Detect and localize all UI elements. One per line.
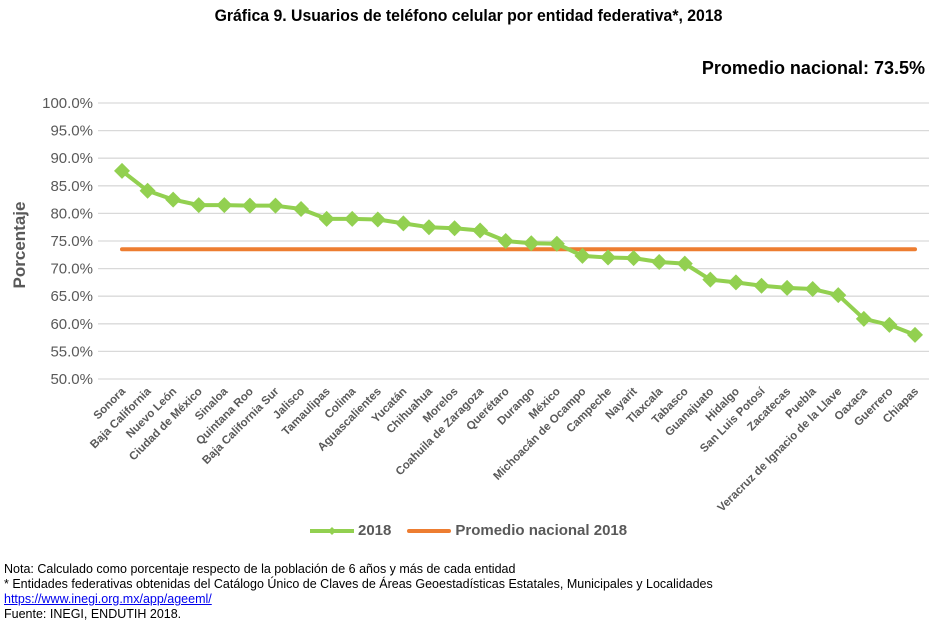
data-point — [446, 220, 463, 237]
y-tick-label: 55.0% — [50, 343, 93, 360]
data-point — [727, 274, 744, 291]
footnotes: Nota: Calculado como porcentaje respecto… — [4, 562, 713, 622]
series-2018 — [114, 162, 923, 343]
y-tick-label: 50.0% — [50, 371, 93, 388]
data-point — [753, 277, 770, 294]
legend-swatch-2018 — [310, 526, 354, 535]
data-point — [523, 235, 540, 252]
data-point — [267, 197, 284, 214]
legend-item-promedio: Promedio nacional 2018 — [407, 522, 627, 539]
data-point — [190, 197, 207, 214]
data-point — [676, 255, 693, 272]
data-point — [420, 219, 437, 236]
source-text: Fuente: INEGI, ENDUTIH 2018. — [4, 607, 182, 621]
y-tick-label: 75.0% — [50, 233, 93, 250]
asterisk-note: * Entidades federativas obtenidas del Ca… — [4, 577, 713, 591]
data-point — [497, 233, 514, 249]
data-point — [548, 235, 565, 252]
data-point — [907, 326, 923, 343]
data-point — [574, 247, 591, 264]
data-point — [241, 197, 258, 214]
data-point — [293, 200, 310, 217]
y-tick-label: 90.0% — [50, 150, 93, 167]
data-point — [395, 215, 412, 232]
national-average-label: Promedio nacional: 73.5% — [701, 58, 925, 78]
y-tick-label: 65.0% — [50, 288, 93, 305]
legend: 2018 Promedio nacional 2018 — [310, 522, 627, 539]
legend-label-2018: 2018 — [358, 522, 392, 539]
data-point — [804, 281, 821, 298]
data-point — [830, 287, 847, 304]
ageeml-link[interactable]: https://www.inegi.org.mx/app/ageeml/ — [4, 592, 212, 606]
data-point — [472, 222, 489, 239]
data-point — [702, 271, 719, 288]
legend-label-promedio: Promedio nacional 2018 — [455, 522, 628, 539]
data-point — [216, 197, 233, 214]
note-text: Nota: Calculado como porcentaje respecto… — [4, 562, 516, 576]
data-point — [625, 250, 642, 267]
y-tick-label: 80.0% — [50, 205, 93, 222]
y-tick-label: 60.0% — [50, 316, 93, 333]
y-axis-ticks: 100.0% 95.0% 90.0% 85.0% 80.0% 75.0% 70.0% 65.0… — [42, 95, 93, 388]
data-point — [369, 211, 386, 228]
data-point — [344, 210, 361, 227]
data-point — [139, 182, 156, 199]
data-point — [881, 316, 898, 333]
data-point — [114, 162, 130, 179]
legend-item-2018: 2018 — [310, 522, 391, 539]
data-point — [651, 253, 668, 270]
y-tick-label: 95.0% — [50, 123, 93, 140]
data-point — [779, 279, 796, 296]
line-chart: 100.0% 95.0% 90.0% 85.0% 80.0% 75.0% 70.0% 65.0… — [10, 95, 929, 514]
data-point — [165, 191, 182, 208]
data-point — [318, 210, 335, 227]
data-point — [855, 310, 872, 327]
legend-swatch-promedio — [407, 528, 452, 533]
y-tick-label: 100.0% — [42, 95, 93, 112]
data-point — [600, 249, 617, 266]
chart-title: Gráfica 9. Usuarios de teléfono celular … — [214, 6, 723, 25]
y-tick-label: 85.0% — [50, 178, 93, 195]
series-line-2018 — [120, 169, 916, 337]
gridlines — [98, 102, 929, 380]
y-axis-label: Porcentaje — [10, 202, 29, 289]
y-tick-label: 70.0% — [50, 261, 93, 278]
